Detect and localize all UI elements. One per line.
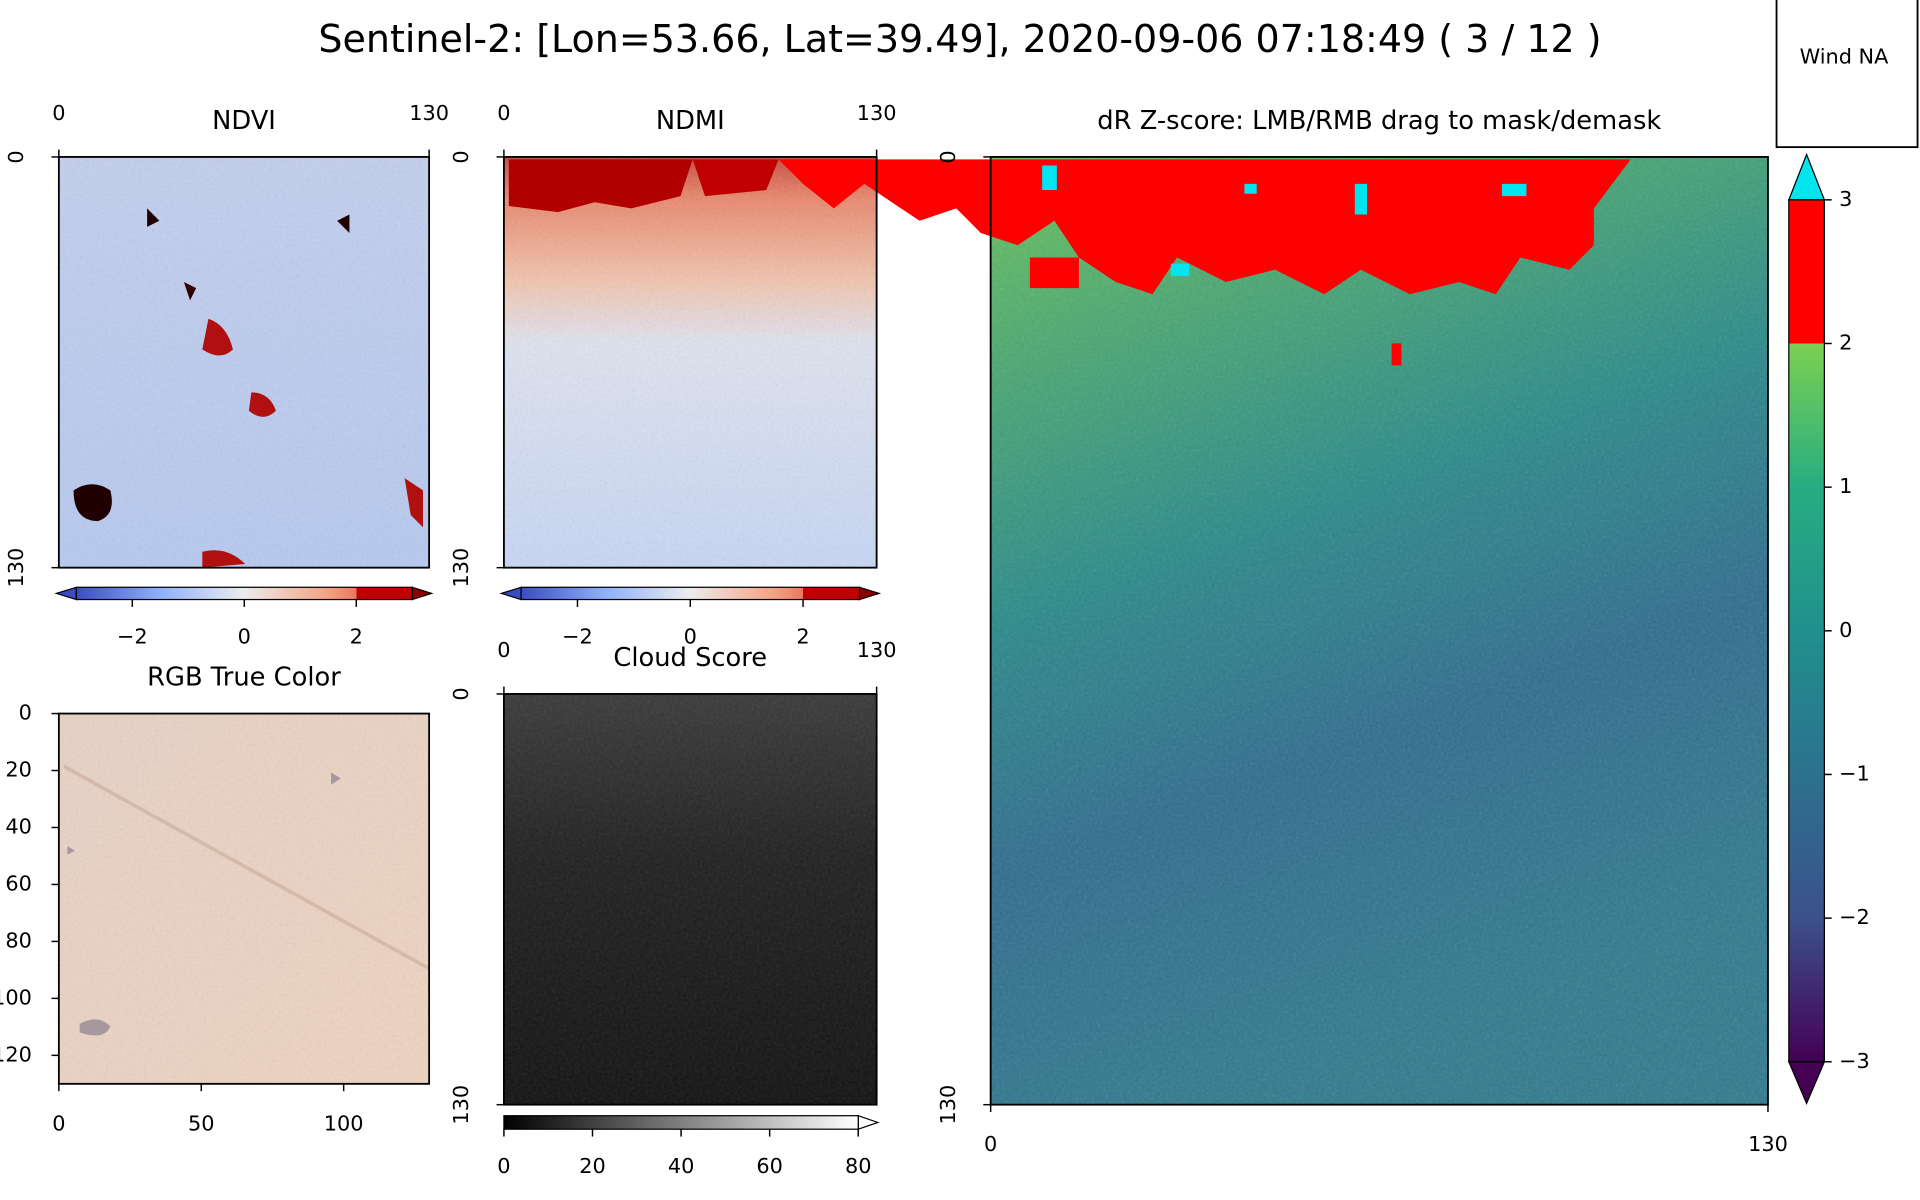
- colorbar-under: [54, 586, 77, 601]
- colorbar-tick-label: −2: [117, 625, 148, 649]
- colorbar-tick-label: 0: [238, 625, 251, 649]
- colorbar-tick-label: 3: [1839, 187, 1852, 211]
- colorbar-tick-label: 80: [845, 1154, 872, 1178]
- image-noise: [503, 156, 877, 568]
- colorbar-tick-label: 1: [1839, 474, 1852, 498]
- image-noise: [503, 693, 877, 1105]
- zscore-patches: [778, 159, 1631, 366]
- colorbar-tick-label: 60: [756, 1154, 783, 1178]
- axes-frame: [502, 156, 878, 569]
- colorbar-under: [499, 586, 522, 601]
- axes-frame: [502, 693, 878, 1106]
- colorbar: [75, 586, 413, 601]
- y-tick-label: 0: [449, 150, 473, 163]
- colorbar: [1788, 199, 1825, 1063]
- panel-title: NDMI: [656, 106, 725, 136]
- colorbar-under: [1787, 1061, 1826, 1106]
- image-details: [62, 159, 1631, 1036]
- x-tick-label: 0: [52, 101, 65, 125]
- y-tick-label: 0: [19, 701, 32, 725]
- x-tick-label: 130: [1748, 1132, 1788, 1156]
- colorbar: [520, 586, 861, 601]
- x-tick-label: 0: [497, 101, 510, 125]
- panel-title: Cloud Score: [613, 643, 767, 673]
- wind-box: [1775, 0, 1919, 149]
- y-tick-label: 100: [0, 985, 32, 1009]
- y-tick-label: 130: [449, 548, 473, 588]
- axes-frame: [57, 712, 431, 1085]
- image-noise: [58, 156, 430, 568]
- image-noise: [58, 713, 430, 1084]
- y-tick-label: 40: [5, 814, 32, 838]
- panel-title: NDVI: [212, 106, 276, 136]
- colorbar-tick-label: 0: [497, 1154, 510, 1178]
- colorbar-tick-label: 2: [1839, 330, 1852, 354]
- colorbar-tick-label: 0: [1839, 618, 1852, 642]
- colorbar-tick-label: 20: [579, 1154, 606, 1178]
- colorbar: [503, 1115, 859, 1130]
- y-tick-label: 0: [449, 687, 473, 700]
- colorbar-over: [1787, 152, 1826, 201]
- rgb-patches: [62, 764, 431, 1036]
- x-tick-label: 130: [857, 101, 897, 125]
- y-tick-label: 130: [449, 1085, 473, 1125]
- y-tick-label: 0: [4, 150, 28, 163]
- figure-title: Sentinel-2: [Lon=53.66, Lat=39.49], 2020…: [318, 17, 1601, 61]
- colorbar-over: [411, 586, 434, 601]
- y-tick-label: 120: [0, 1042, 32, 1066]
- colorbar-tick-label: 2: [796, 625, 809, 649]
- colorbar-tick-label: −3: [1839, 1049, 1870, 1073]
- colorbar-over: [857, 1114, 880, 1131]
- y-tick-label: 130: [936, 1085, 960, 1125]
- y-tick-label: 130: [4, 548, 28, 588]
- y-tick-label: 20: [5, 758, 32, 782]
- wind-label: Wind NA: [1800, 45, 1890, 69]
- colorbar-over: [858, 586, 882, 601]
- colorbar-tick-label: 0: [684, 625, 697, 649]
- colorbar-tick-label: −2: [562, 625, 593, 649]
- x-tick-label: 50: [188, 1111, 215, 1135]
- axes-frame: [57, 156, 431, 569]
- colorbar-tick-label: −2: [1839, 905, 1870, 929]
- x-tick-label: 0: [984, 1132, 997, 1156]
- ndmi-patches: [508, 159, 779, 213]
- colorbar-tick-label: 40: [668, 1154, 695, 1178]
- panel-title: RGB True Color: [147, 663, 341, 693]
- x-tick-label: 130: [409, 101, 449, 125]
- colorbar-tick-label: 2: [350, 625, 363, 649]
- y-tick-label: 0: [936, 150, 960, 163]
- image-noise: [990, 156, 1768, 1105]
- x-tick-label: 100: [324, 1111, 364, 1135]
- x-tick-label: 130: [857, 638, 897, 662]
- axes-frame: [989, 156, 1769, 1106]
- y-tick-label: 60: [5, 871, 32, 895]
- y-tick-label: 80: [5, 928, 32, 952]
- x-tick-label: 0: [52, 1111, 65, 1135]
- colorbar-tick-label: −1: [1839, 761, 1870, 785]
- panel-title: dR Z-score: LMB/RMB drag to mask/demask: [1097, 106, 1661, 136]
- x-tick-label: 0: [497, 638, 510, 662]
